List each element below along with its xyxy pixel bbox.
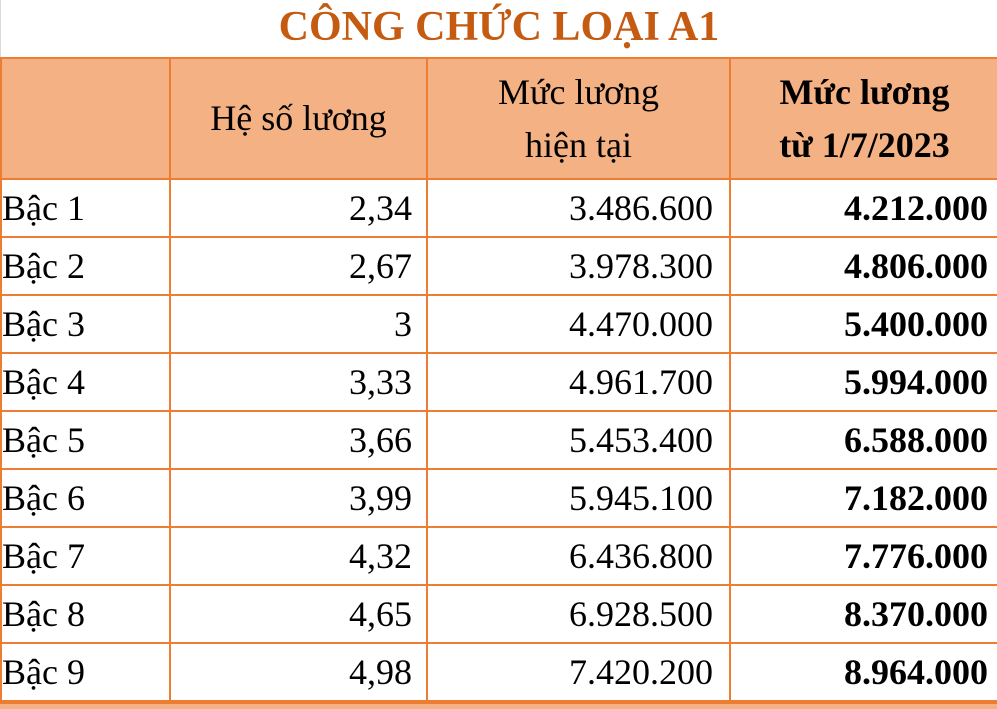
muc-luong-hien-tai-cell: 5.945.100 [426,468,731,528]
muc-luong-hien-tai-cell: 6.436.800 [426,526,731,586]
he-so-luong-cell: 4,32 [169,526,428,586]
muc-luong-hien-tai-cell: 3.978.300 [426,236,731,296]
muc-luong-hien-tai-cell: 6.928.500 [426,584,731,644]
header-line: hiện tại [525,124,632,165]
muc-luong-hien-tai-cell: 3.486.600 [426,178,731,238]
table-row: Bậc 8 4,65 6.928.500 8.370.000 [0,584,997,644]
grade-label-cell: Bậc 5 [0,410,171,470]
table-row: Bậc 3 3 4.470.000 5.400.000 [0,294,997,354]
muc-luong-tu-1-7-2023-cell: 4.806.000 [729,236,997,296]
table-row: Bậc 2 2,67 3.978.300 4.806.000 [0,236,997,296]
grade-label-cell: Bậc 9 [0,642,171,702]
muc-luong-tu-1-7-2023-cell: 8.370.000 [729,584,997,644]
grade-label-cell: Bậc 2 [0,236,171,296]
muc-luong-hien-tai-cell: 4.961.700 [426,352,731,412]
muc-luong-tu-1-7-2023-cell: 8.964.000 [729,642,997,702]
muc-luong-tu-1-7-2023-cell: 7.776.000 [729,526,997,586]
header-line: từ 1/7/2023 [779,124,950,165]
header-cell-muc-luong-hien-tai: Mức lương hiện tại [426,57,731,180]
header-cell-empty [0,57,171,180]
he-so-luong-cell: 3,99 [169,468,428,528]
header-cell-muc-luong-tu-1-7-2023: Mức lương từ 1/7/2023 [729,57,997,180]
muc-luong-tu-1-7-2023-cell: 5.994.000 [729,352,997,412]
muc-luong-hien-tai-cell: 4.470.000 [426,294,731,354]
table-row: Bậc 6 3,99 5.945.100 7.182.000 [0,468,997,528]
grade-label-cell: Bậc 7 [0,526,171,586]
he-so-luong-cell: 4,65 [169,584,428,644]
grade-label-cell: Bậc 1 [0,178,171,238]
muc-luong-tu-1-7-2023-cell: 6.588.000 [729,410,997,470]
he-so-luong-cell: 4,98 [169,642,428,702]
header-cell-he-so-luong: Hệ số lương [169,57,428,180]
header-line: Mức lương [497,72,660,113]
header-row: Hệ số lương Mức lương hiện tại Mức lương t… [0,57,997,180]
he-so-luong-cell: 3,66 [169,410,428,470]
header-line: Mức lương [779,72,950,113]
he-so-luong-cell: 3 [169,294,428,354]
table-row: Bậc 5 3,66 5.453.400 6.588.000 [0,410,997,470]
table-title-bar: CÔNG CHỨC LOẠI A1 [0,0,997,57]
salary-table-header: Hệ số lương Mức lương hiện tại Mức lương t… [0,57,997,180]
muc-luong-hien-tai-cell: 5.453.400 [426,410,731,470]
he-so-luong-cell: 3,33 [169,352,428,412]
muc-luong-hien-tai-cell: 7.420.200 [426,642,731,702]
table-row: Bậc 4 3,33 4.961.700 5.994.000 [0,352,997,412]
he-so-luong-cell: 2,67 [169,236,428,296]
grade-label-cell: Bậc 3 [0,294,171,354]
table-title: CÔNG CHỨC LOẠI A1 [278,3,720,50]
muc-luong-tu-1-7-2023-cell: 4.212.000 [729,178,997,238]
he-so-luong-cell: 2,34 [169,178,428,238]
next-section-strip [0,702,997,709]
salary-table: Hệ số lương Mức lương hiện tại Mức lương t… [0,57,997,702]
table-row: Bậc 7 4,32 6.436.800 7.776.000 [0,526,997,586]
grade-label-cell: Bậc 4 [0,352,171,412]
salary-table-body: Bậc 1 2,34 3.486.600 4.212.000 Bậc 2 2,6… [0,178,997,702]
table-row: Bậc 1 2,34 3.486.600 4.212.000 [0,178,997,238]
muc-luong-tu-1-7-2023-cell: 5.400.000 [729,294,997,354]
grade-label-cell: Bậc 8 [0,584,171,644]
table-row: Bậc 9 4,98 7.420.200 8.964.000 [0,642,997,702]
muc-luong-tu-1-7-2023-cell: 7.182.000 [729,468,997,528]
grade-label-cell: Bậc 6 [0,468,171,528]
